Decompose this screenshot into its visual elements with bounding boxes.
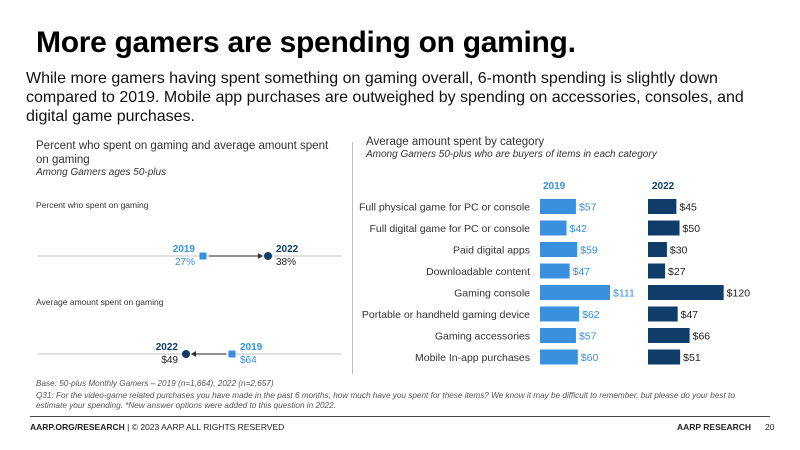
bar-2022-label: $51 [683,352,701,364]
footer-rights: | © 2023 AARP ALL RIGHTS RESERVED [124,422,285,432]
bar-2019 [540,306,580,322]
footer-link[interactable]: AARP.ORG/RESEARCH [30,422,125,432]
bar-2019-label: $111 [613,288,635,300]
bar-2022-label: $45 [679,202,697,214]
bar-2019 [540,285,610,300]
bar-2022-label: $50 [683,223,701,235]
bar-2022-label: $66 [693,331,711,343]
base-note: Base: 50-plus Monthly Gamers – 2019 (n=1… [36,379,274,388]
bar-2019 [540,220,567,236]
amount-dot-arrowhead [191,351,196,357]
bar-2019-label: $62 [582,309,600,321]
category-label: Downloadable content [426,266,530,278]
right-panel-subtitle: Among Gamers 50-plus who are buyers of i… [366,149,657,160]
legend-2019: 2019 [543,181,566,192]
left-panel-subtitle: Among Gamers ages 50-plus [36,167,167,178]
dumbbell-charts: 2019 27% 2022 38% 2019 $64 2022 $49 [38,244,342,366]
bar-2022 [648,263,666,279]
amount-dot-2019-value: $64 [240,355,257,366]
bar-2022 [648,199,677,214]
bar-2019-label: $57 [579,202,597,214]
bar-2019 [540,199,576,214]
bar-2022 [648,306,678,322]
percent-dot-2019-value: 27% [175,257,195,268]
category-label: Gaming accessories [435,331,530,343]
bar-2019 [540,263,570,279]
percent-dot-2019-year: 2019 [173,244,196,255]
bar-2019 [540,328,576,343]
bar-2019 [540,242,578,257]
percent-dot-2022-year: 2022 [276,244,299,255]
amount-dot-2022-value: $49 [161,355,178,366]
amount-section-label: Average amount spent on gaming [36,297,164,307]
bar-2019 [540,349,578,365]
bar-2022 [648,242,667,257]
legend-2022: 2022 [652,181,675,192]
category-label: Gaming console [454,288,530,300]
footer-brand: AARP RESEARCH [677,422,751,432]
bar-2022-label: $120 [727,288,751,300]
percent-dot-2019-marker [199,252,207,260]
category-label: Portable or handheld gaming device [362,309,530,321]
percent-dot-2022-value: 38% [276,257,296,268]
question-note: Q31: For the video-game related purchase… [36,391,735,410]
panel-divider [352,142,353,374]
bar-2022 [648,220,680,236]
right-panel-title: Average amount spent by category [366,136,545,148]
bar-2019-label: $59 [580,245,598,257]
percent-section-label: Percent who spent on gaming [36,200,149,210]
category-label: Paid digital apps [453,245,530,257]
bar-2022-label: $27 [668,266,686,278]
category-label: Full physical game for PC or console [359,202,530,214]
amount-dot-2022-year: 2022 [156,342,179,353]
bar-2019-label: $60 [581,352,599,364]
bar-2022-label: $30 [670,245,688,257]
percent-dot-2022-marker [264,252,272,260]
bar-chart: 2019 2022 Full physical game for PC or con… [359,181,751,365]
bar-2022-label: $47 [681,309,699,321]
bar-2022 [648,285,724,300]
amount-dot-2019-year: 2019 [240,342,263,353]
left-panel-title: Percent who spent on gaming and average … [36,140,329,166]
bar-2019-label: $57 [579,331,597,343]
page-subtitle: While more gamers having spent something… [26,70,744,125]
percent-dot-arrowhead [258,253,263,259]
amount-dot-2022-marker [182,350,190,358]
category-label: Mobile In-app purchases [415,352,530,364]
bar-2019-label: $42 [569,223,587,235]
amount-dot-2019-marker [228,350,236,358]
bar-2019-label: $47 [573,266,591,278]
bar-2022 [648,328,690,343]
bar-2022 [648,349,681,365]
category-label: Full digital game for PC or console [370,223,531,235]
footer-divider [30,416,770,417]
page-title: More gamers are spending on gaming. [36,26,576,59]
footer-copyright: AARP.ORG/RESEARCH | © 2023 AARP ALL RIGH… [30,422,284,432]
page-number: 20 [765,422,775,432]
